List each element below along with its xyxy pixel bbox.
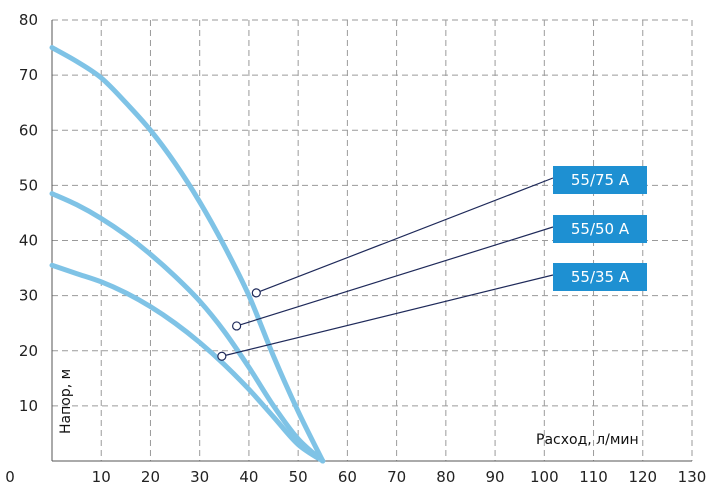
x-tick-label: 60 [338, 468, 357, 486]
leader-lines [217, 177, 554, 361]
curve-55-35-a [49, 262, 326, 464]
y-tick-label: 50 [19, 176, 38, 194]
series-labels: 55/75 A 55/50 A 55/35 A [553, 166, 647, 291]
y-tick-label: 20 [19, 342, 38, 360]
series-label-55-75-a: 55/75 A [571, 171, 630, 189]
y-tick-label: 10 [19, 397, 38, 415]
series-label-box-55-35-a [553, 263, 647, 291]
curve-55-75-a [49, 45, 326, 464]
curve-marker-55-75-a [251, 288, 261, 298]
x-tick-label: 0 [5, 468, 15, 486]
series-label-55-50-a: 55/50 A [571, 220, 630, 238]
x-tick-label: 90 [486, 468, 505, 486]
y-tick-label: 40 [19, 232, 38, 250]
leader-line-55-35-a [221, 274, 554, 357]
leader-line-55-75-a [256, 177, 554, 294]
leader-line-55-50-a [236, 226, 554, 327]
x-tick-label: 80 [436, 468, 455, 486]
curve-marker-55-35-a [217, 351, 227, 361]
x-tick-label: 10 [92, 468, 111, 486]
x-tick-label: 40 [239, 468, 258, 486]
curve-55-50-a [49, 191, 326, 464]
y-tick-label: 60 [19, 121, 38, 139]
pump-curves [49, 45, 326, 464]
y-tick-label: 30 [19, 287, 38, 305]
x-tick-label: 110 [579, 468, 608, 486]
x-tick-label: 50 [289, 468, 308, 486]
tick-labels: 0 10 20 30 40 50 60 70 80 90 100 110 120 130 10 20 30 40 5… [5, 11, 706, 486]
x-tick-label: 100 [530, 468, 559, 486]
x-axis-title: Расход, л/мин [536, 432, 639, 448]
x-tick-label: 20 [141, 468, 160, 486]
series-label-box-55-75-a [553, 166, 647, 194]
axes [51, 20, 692, 462]
x-tick-label: 130 [678, 468, 707, 486]
y-tick-label: 70 [19, 66, 38, 84]
x-tick-label: 30 [190, 468, 209, 486]
x-tick-label: 120 [628, 468, 657, 486]
y-tick-label: 80 [19, 11, 38, 29]
x-tick-label: 70 [387, 468, 406, 486]
y-axis-title: Напор, м [58, 369, 74, 434]
curve-marker-55-50-a [232, 321, 242, 331]
series-label-box-55-50-a [553, 215, 647, 243]
series-label-55-35-a: 55/35 A [571, 268, 630, 286]
